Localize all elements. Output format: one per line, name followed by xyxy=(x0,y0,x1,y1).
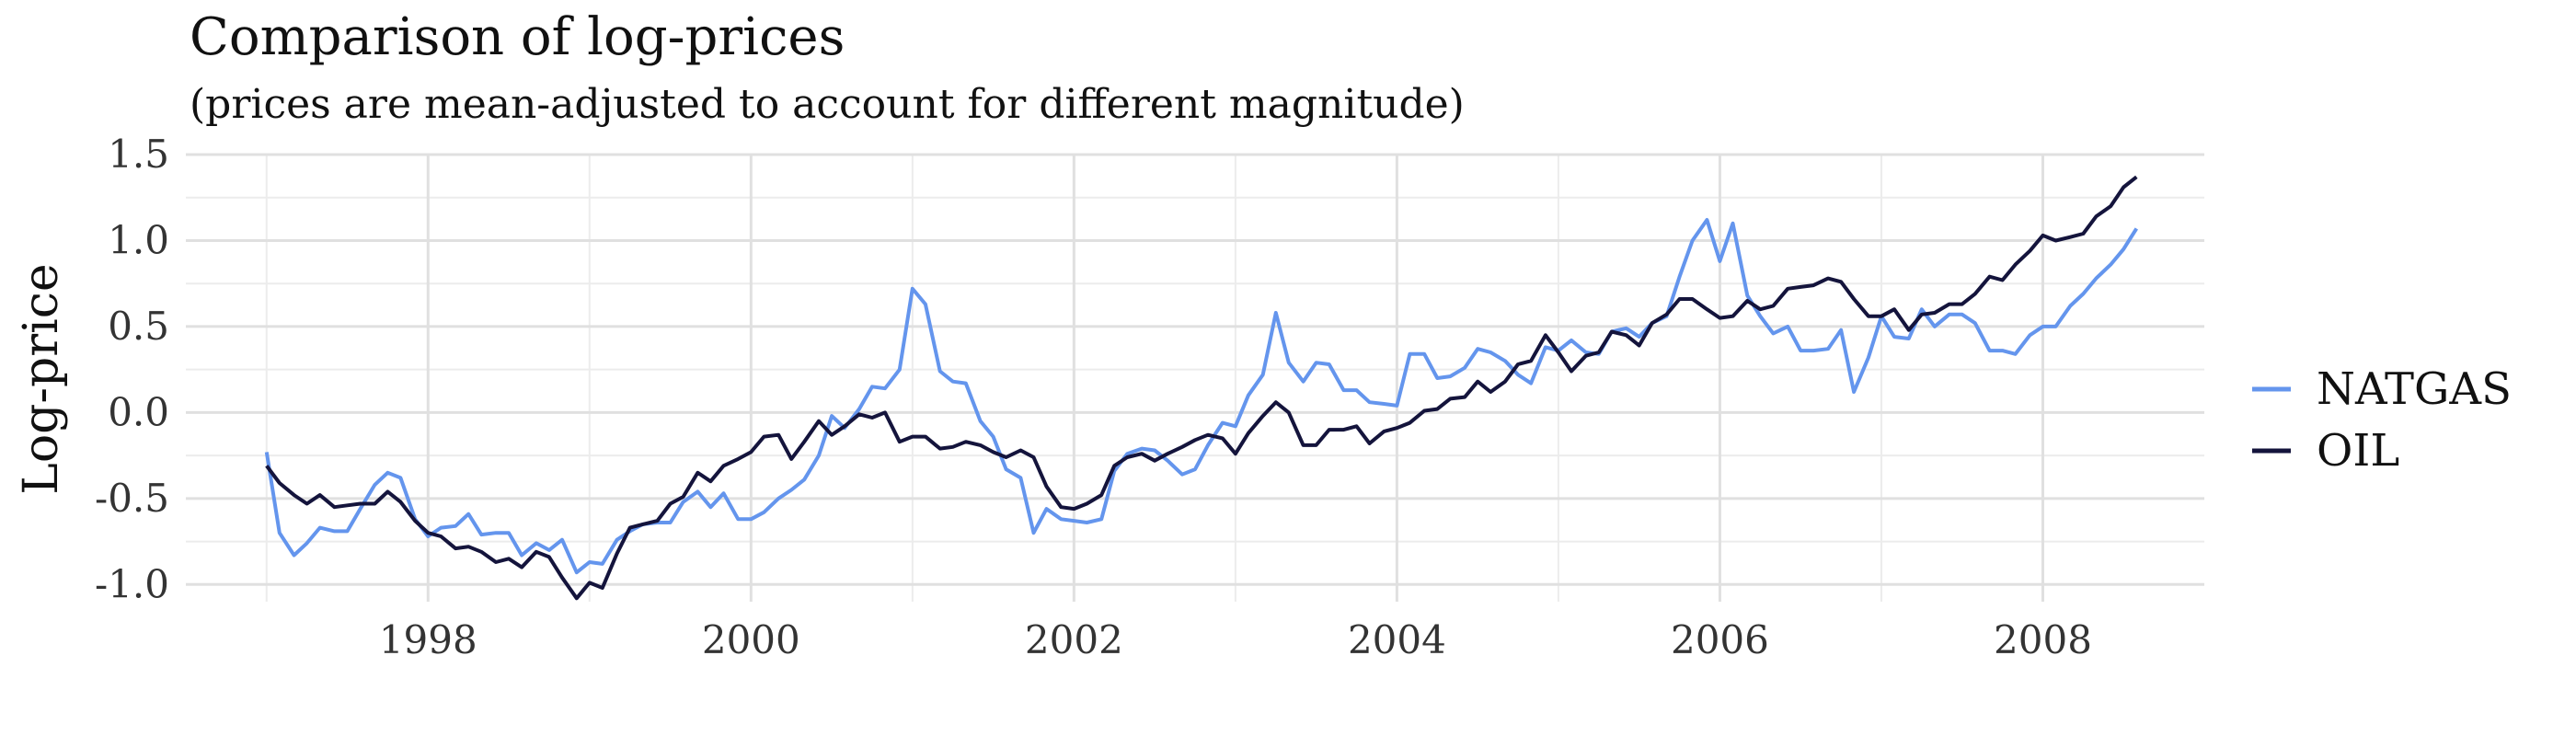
y-tick-label: 0.5 xyxy=(108,304,169,349)
x-tick-label: 2002 xyxy=(1025,617,1123,662)
legend-label-oil: OIL xyxy=(2317,425,2399,477)
x-tick-label: 2004 xyxy=(1348,617,1446,662)
series-line-oil xyxy=(265,175,2138,601)
x-tick-label: 2006 xyxy=(1671,617,1769,662)
major-gridlines xyxy=(186,153,2204,602)
x-tick-label: 2000 xyxy=(702,617,800,662)
legend-label-natgas: NATGAS xyxy=(2317,363,2512,415)
chart-subtitle: (prices are mean-adjusted to account for… xyxy=(190,81,1465,128)
series-lines xyxy=(264,175,2138,601)
y-tick-label: -1.0 xyxy=(95,561,169,606)
x-axis-ticks: 1998 2000 2002 2004 2006 2008 xyxy=(379,617,2092,662)
y-axis-ticks: -1.0 -0.5 0.0 0.5 1.0 1.5 xyxy=(95,132,169,606)
y-tick-label: 0.0 xyxy=(108,389,169,434)
series-line-natgas xyxy=(264,218,2138,575)
y-axis-label: Log-price xyxy=(14,263,69,494)
minor-gridlines xyxy=(186,155,2204,602)
x-tick-label: 2008 xyxy=(1994,617,2092,662)
y-tick-label: 1.0 xyxy=(108,217,169,262)
y-tick-label: 1.5 xyxy=(108,132,169,177)
chart-title: Comparison of log-prices xyxy=(190,7,845,67)
legend: NATGAS OIL xyxy=(2252,363,2512,477)
y-tick-label: -0.5 xyxy=(95,476,169,521)
x-tick-label: 1998 xyxy=(379,617,477,662)
